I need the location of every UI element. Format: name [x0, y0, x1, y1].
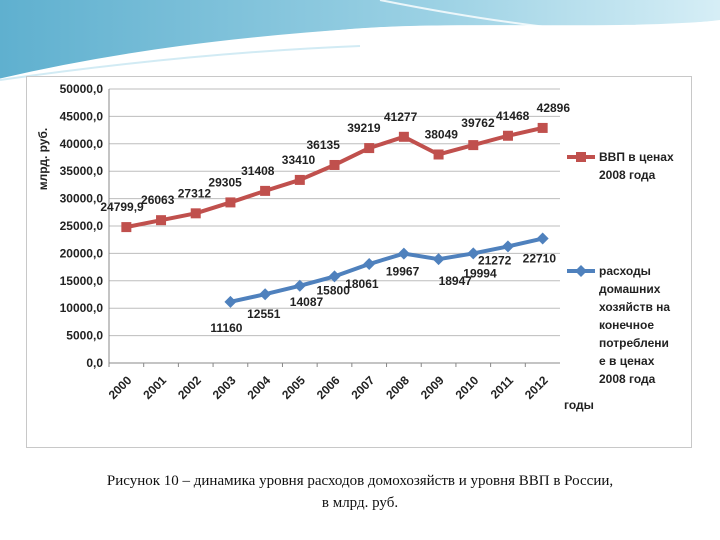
x-tick-label: 2006	[314, 373, 343, 402]
legend-label: потреблени	[599, 336, 669, 350]
data-label: 14087	[290, 295, 324, 309]
data-label: 42896	[537, 101, 571, 115]
data-point	[467, 247, 480, 260]
y-tick-label: 25000,0	[60, 219, 104, 233]
x-axis-label: годы	[564, 398, 594, 412]
data-point	[468, 140, 479, 151]
legend-label: е в ценах	[599, 354, 655, 368]
data-point	[121, 222, 132, 233]
data-point	[224, 295, 237, 308]
data-label: 36135	[307, 138, 341, 152]
data-label: 33410	[282, 153, 316, 167]
y-tick-label: 10000,0	[60, 301, 104, 315]
data-label: 21272	[478, 253, 512, 267]
data-label: 22710	[523, 252, 557, 266]
x-tick-label: 2009	[418, 373, 447, 402]
series-line	[229, 236, 544, 304]
x-tick-label: 2004	[244, 373, 273, 402]
data-label: 18947	[439, 274, 473, 288]
header-wave-banner	[0, 0, 720, 82]
data-label: 24799,9	[100, 200, 144, 214]
legend: ВВП в ценах 2008 года расходы домашних хозяй…	[567, 150, 674, 386]
data-label: 26063	[141, 193, 175, 207]
legend-label: домашних	[599, 282, 661, 296]
y-tick-label: 35000,0	[60, 164, 104, 178]
y-axis-label: млрд. руб.	[36, 128, 50, 190]
y-tick-label: 5000,0	[66, 329, 103, 343]
data-point	[502, 130, 513, 141]
x-tick-label: 2002	[175, 373, 204, 402]
data-point	[536, 232, 549, 245]
legend-entry-1: расходы домашних хозяйств на конечное потреб…	[567, 264, 670, 386]
data-label: 19994	[463, 266, 497, 280]
x-tick-label: 2003	[210, 373, 239, 402]
x-tick-label: 2001	[140, 373, 169, 402]
legend-marker	[575, 265, 587, 277]
data-point	[156, 215, 167, 226]
data-label: 31408	[241, 164, 275, 178]
data-point	[433, 149, 444, 160]
chart-frame: млрд. руб. годы 0,0 5000,0 10000,0 15000,0 2…	[26, 76, 692, 448]
data-label: 41468	[496, 109, 530, 123]
caption-line-1: Рисунок 10 – динамика уровня расходов до…	[106, 473, 614, 489]
legend-label: конечное	[599, 318, 654, 332]
x-tick-label: 2010	[453, 373, 482, 402]
legend-entry-0: ВВП в ценах 2008 года	[567, 150, 674, 182]
data-label: 19967	[386, 265, 420, 279]
line-chart: млрд. руб. годы 0,0 5000,0 10000,0 15000,0 2…	[36, 82, 674, 412]
data-point	[364, 143, 375, 154]
legend-label: 2008 года	[599, 372, 656, 386]
data-point	[537, 122, 548, 133]
data-point	[432, 253, 445, 266]
figure-caption: Рисунок 10 – динамика уровня расходов до…	[20, 470, 700, 514]
y-tick-label: 30000,0	[60, 192, 104, 206]
data-label: 18061	[345, 277, 379, 291]
data-point	[363, 258, 376, 271]
y-tick-label: 0,0	[86, 356, 103, 370]
data-label: 41277	[384, 110, 418, 124]
data-point	[294, 174, 305, 185]
data-label: 29305	[208, 175, 242, 189]
data-label: 15800	[317, 283, 351, 297]
y-tick-label: 40000,0	[60, 137, 104, 151]
data-label: 12551	[247, 307, 281, 321]
data-point	[190, 208, 201, 219]
x-tick-label: 2012	[522, 373, 551, 402]
data-label: 38049	[425, 127, 459, 141]
legend-label: 2008 года	[599, 168, 656, 182]
y-tick-label: 45000,0	[60, 109, 104, 123]
x-tick-label: 2008	[383, 373, 412, 402]
data-label: 39762	[461, 116, 495, 130]
data-point	[260, 185, 271, 196]
y-tick-label: 15000,0	[60, 274, 104, 288]
caption-line-2: в млрд. руб.	[321, 495, 399, 511]
data-point	[225, 197, 236, 208]
data-point	[501, 240, 514, 253]
data-label: 11160	[210, 321, 242, 335]
x-tick-label: 2005	[279, 373, 308, 402]
data-point	[329, 159, 340, 170]
x-tick-label: 2000	[106, 373, 135, 402]
data-point	[259, 288, 272, 301]
data-point	[293, 279, 306, 292]
legend-label: ВВП в ценах	[599, 150, 674, 164]
x-tick-label: 2007	[349, 373, 378, 402]
y-tick-label: 50000,0	[60, 82, 104, 96]
data-point	[397, 247, 410, 260]
legend-label: хозяйств на	[599, 300, 670, 314]
data-label: 27312	[178, 186, 212, 200]
data-point	[328, 270, 341, 283]
legend-label: расходы	[599, 264, 651, 278]
x-tick-label: 2011	[488, 373, 517, 402]
y-tick-label: 20000,0	[60, 246, 104, 260]
data-point	[398, 131, 409, 142]
data-label: 39219	[347, 121, 381, 135]
legend-marker	[576, 152, 586, 162]
